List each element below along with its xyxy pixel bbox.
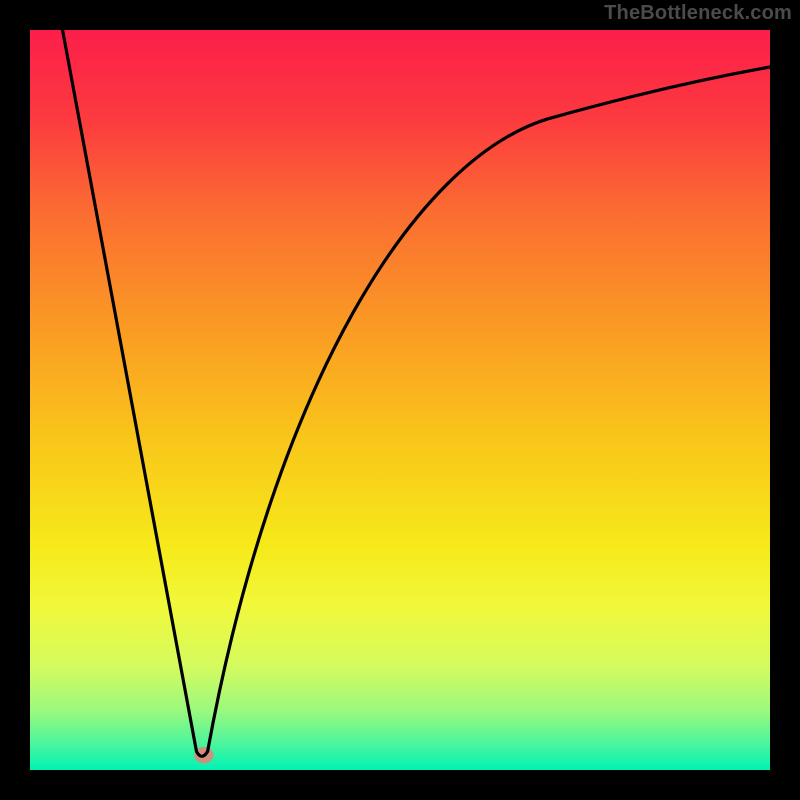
frame-border	[770, 0, 800, 800]
watermark-text: TheBottleneck.com	[604, 2, 792, 25]
frame-border	[0, 770, 800, 800]
chart-frame: TheBottleneck.com	[0, 0, 800, 800]
gradient-background	[30, 30, 770, 770]
frame-border	[0, 0, 30, 800]
bottleneck-curve-chart	[0, 0, 800, 800]
